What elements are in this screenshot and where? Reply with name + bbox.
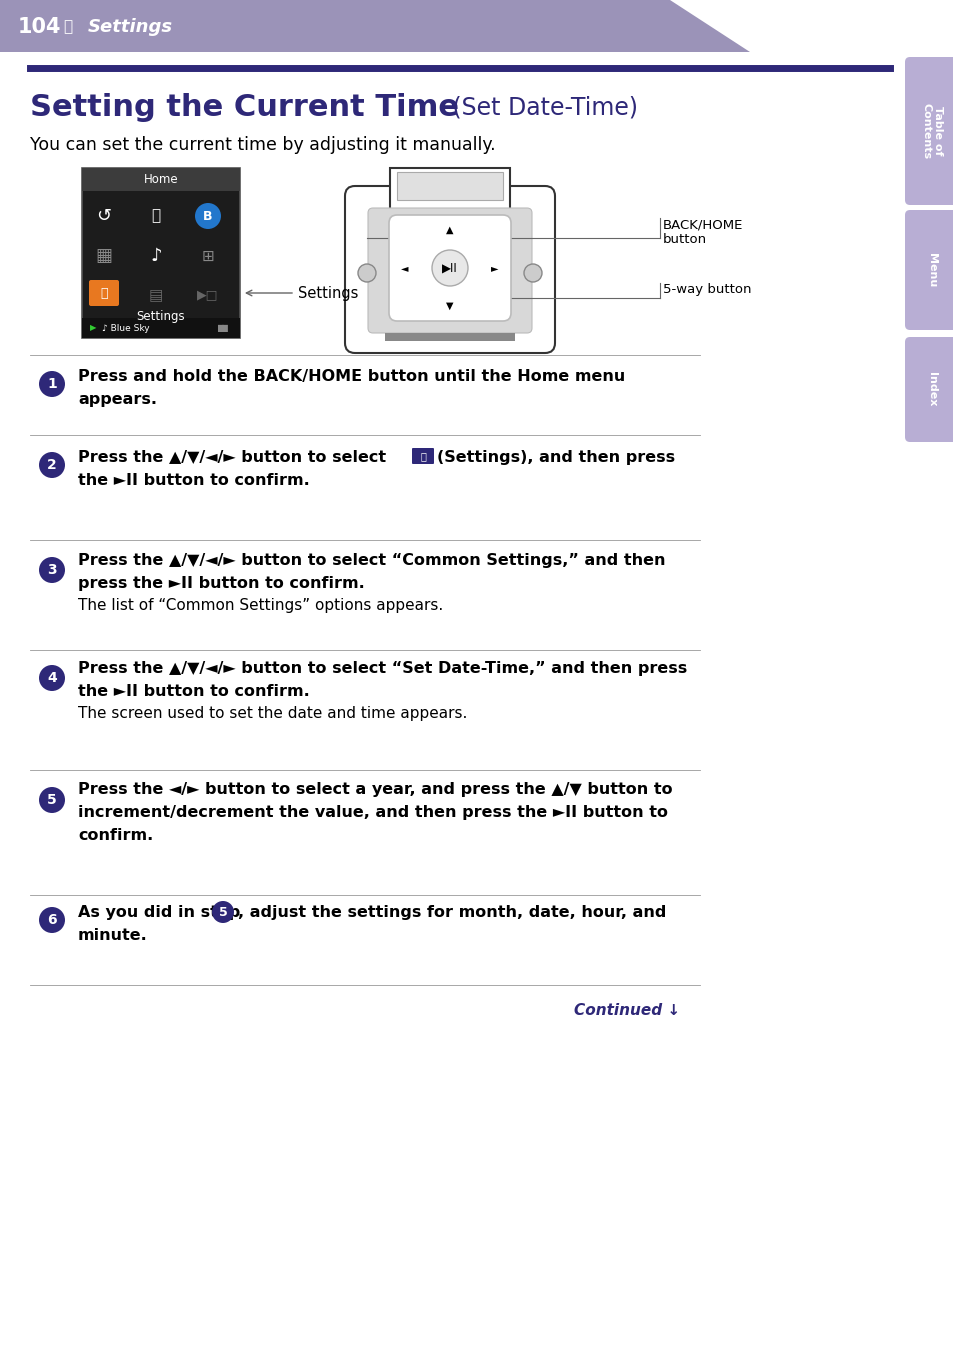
Text: The list of “Common Settings” options appears.: The list of “Common Settings” options ap… [78, 597, 443, 612]
Text: increment/decrement the value, and then press the ►II button to: increment/decrement the value, and then … [78, 804, 667, 819]
Text: Home: Home [144, 173, 178, 186]
Circle shape [39, 558, 65, 584]
FancyBboxPatch shape [89, 279, 119, 306]
Text: Index: Index [926, 373, 936, 407]
Text: Menu: Menu [926, 253, 936, 288]
Text: ▶: ▶ [90, 323, 96, 333]
Text: Press the ▲/▼/◄/► button to select: Press the ▲/▼/◄/► button to select [78, 449, 386, 464]
Text: ►: ► [491, 263, 498, 273]
Text: appears.: appears. [78, 392, 157, 407]
Text: ██: ██ [217, 325, 228, 332]
Text: 3: 3 [47, 563, 57, 577]
Text: The screen used to set the date and time appears.: The screen used to set the date and time… [78, 706, 467, 721]
Text: , adjust the settings for month, date, hour, and: , adjust the settings for month, date, h… [237, 904, 666, 919]
Text: 5: 5 [47, 793, 57, 807]
Text: Settings: Settings [88, 18, 172, 36]
Text: 💼: 💼 [419, 451, 425, 460]
Text: press the ►II button to confirm.: press the ►II button to confirm. [78, 575, 364, 590]
FancyBboxPatch shape [82, 169, 240, 190]
Text: Press the ▲/▼/◄/► button to select “Set Date-Time,” and then press: Press the ▲/▼/◄/► button to select “Set … [78, 660, 686, 675]
FancyBboxPatch shape [412, 448, 434, 464]
Circle shape [194, 203, 221, 229]
Text: Settings: Settings [136, 310, 185, 322]
FancyBboxPatch shape [390, 169, 510, 210]
Text: Table of
Contents: Table of Contents [921, 103, 942, 159]
FancyBboxPatch shape [345, 186, 555, 353]
Text: 💼: 💼 [100, 286, 108, 300]
FancyBboxPatch shape [82, 169, 240, 338]
Circle shape [39, 907, 65, 933]
FancyBboxPatch shape [389, 215, 511, 321]
Circle shape [357, 264, 375, 282]
Text: 4: 4 [47, 671, 57, 685]
Text: ⊞: ⊞ [201, 248, 214, 263]
FancyBboxPatch shape [904, 210, 953, 330]
FancyBboxPatch shape [904, 337, 953, 443]
Text: Press the ▲/▼/◄/► button to select “Common Settings,” and then: Press the ▲/▼/◄/► button to select “Comm… [78, 552, 665, 567]
Text: ↺: ↺ [96, 207, 112, 225]
Text: (Set Date-Time): (Set Date-Time) [444, 95, 638, 119]
Text: minute.: minute. [78, 927, 148, 943]
Text: B: B [203, 210, 213, 222]
Text: confirm.: confirm. [78, 827, 153, 843]
Text: BACK/HOME
button: BACK/HOME button [662, 218, 742, 247]
Text: ▶II: ▶II [441, 262, 457, 274]
Text: 🔍: 🔍 [152, 208, 160, 223]
Text: 2: 2 [47, 458, 57, 473]
Circle shape [523, 264, 541, 282]
Text: the ►II button to confirm.: the ►II button to confirm. [78, 684, 310, 699]
Text: Continued ↓: Continued ↓ [574, 1003, 679, 1018]
Text: ▶□: ▶□ [197, 289, 218, 303]
Text: ▤: ▤ [149, 289, 163, 304]
FancyBboxPatch shape [82, 318, 240, 338]
FancyBboxPatch shape [385, 333, 515, 341]
Text: ♪: ♪ [150, 247, 162, 264]
Text: Press and hold the BACK/HOME button until the Home menu: Press and hold the BACK/HOME button unti… [78, 369, 624, 384]
Text: 104: 104 [18, 16, 61, 37]
Text: (Settings), and then press: (Settings), and then press [436, 449, 675, 464]
Text: the ►II button to confirm.: the ►II button to confirm. [78, 473, 310, 488]
Text: ▼: ▼ [446, 301, 454, 311]
Text: 1: 1 [47, 377, 57, 390]
Circle shape [39, 786, 65, 812]
Text: Setting the Current Time: Setting the Current Time [30, 93, 458, 122]
FancyBboxPatch shape [368, 208, 532, 333]
Circle shape [39, 371, 65, 397]
Text: ♪ Blue Sky: ♪ Blue Sky [102, 323, 150, 333]
Text: Press the ◄/► button to select a year, and press the ▲/▼ button to: Press the ◄/► button to select a year, a… [78, 781, 672, 796]
Text: As you did in step: As you did in step [78, 904, 246, 919]
Circle shape [39, 664, 65, 690]
Text: 6: 6 [47, 912, 57, 927]
FancyBboxPatch shape [396, 173, 502, 200]
Text: 5: 5 [218, 906, 227, 918]
Text: ▲: ▲ [446, 225, 454, 236]
Text: You can set the current time by adjusting it manually.: You can set the current time by adjustin… [30, 136, 496, 153]
Text: 💼: 💼 [63, 19, 72, 34]
Text: ▦: ▦ [95, 247, 112, 264]
Circle shape [432, 249, 468, 286]
Text: Settings: Settings [297, 285, 358, 300]
Circle shape [39, 452, 65, 478]
Text: 5-way button: 5-way button [662, 284, 751, 296]
Text: ◄: ◄ [401, 263, 408, 273]
Circle shape [212, 901, 233, 923]
Polygon shape [0, 0, 749, 52]
FancyBboxPatch shape [904, 58, 953, 206]
